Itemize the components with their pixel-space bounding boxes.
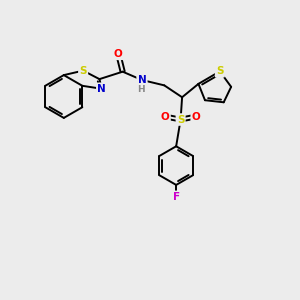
Text: S: S xyxy=(80,66,87,76)
Text: O: O xyxy=(114,49,123,59)
Text: N: N xyxy=(97,84,106,94)
Text: S: S xyxy=(216,66,224,76)
Text: F: F xyxy=(172,192,180,202)
Text: H: H xyxy=(137,85,144,94)
Text: N: N xyxy=(138,75,146,85)
Text: S: S xyxy=(177,115,184,124)
Text: O: O xyxy=(161,112,170,122)
Text: O: O xyxy=(192,112,200,122)
